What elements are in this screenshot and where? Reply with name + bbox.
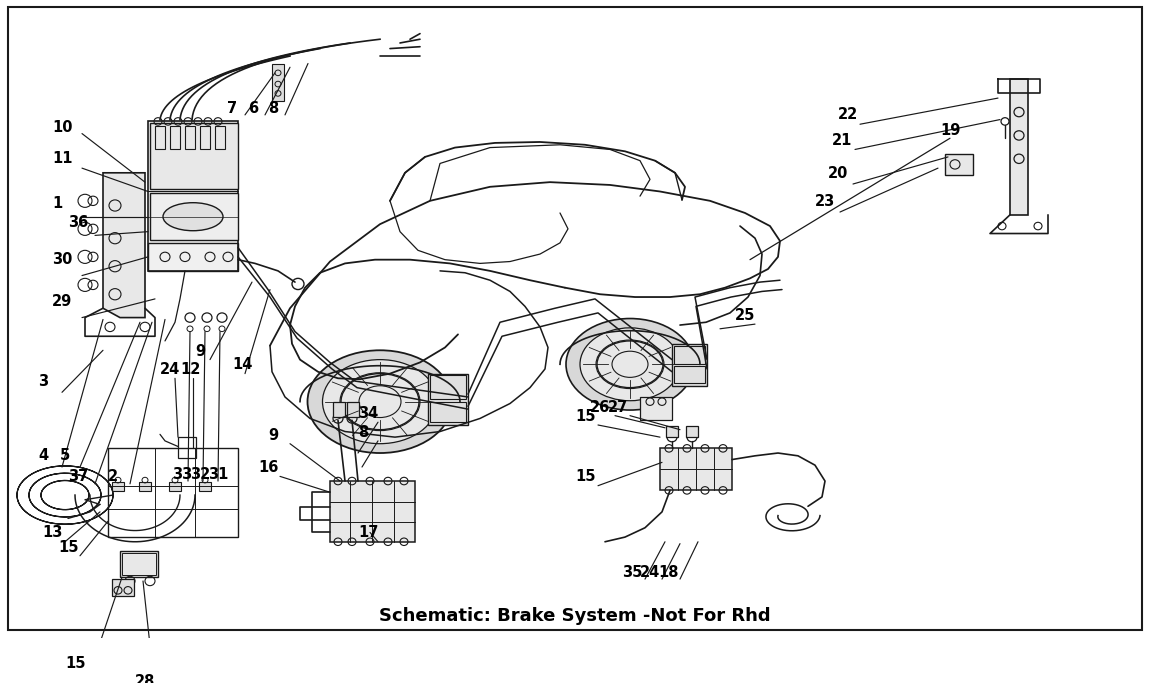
Text: 31: 31 bbox=[208, 467, 229, 482]
Bar bbox=[112, 579, 135, 596]
Text: 34: 34 bbox=[358, 406, 378, 421]
Text: 8: 8 bbox=[358, 425, 368, 440]
Bar bbox=[1010, 79, 1028, 215]
Text: 8: 8 bbox=[268, 101, 278, 116]
Text: 22: 22 bbox=[838, 107, 858, 122]
Text: 2: 2 bbox=[108, 469, 118, 484]
Bar bbox=[430, 402, 466, 422]
Ellipse shape bbox=[307, 350, 452, 453]
Text: 15: 15 bbox=[66, 656, 85, 671]
Text: 14: 14 bbox=[232, 357, 252, 372]
Bar bbox=[148, 243, 238, 271]
Text: 26: 26 bbox=[590, 400, 611, 415]
Text: 5: 5 bbox=[60, 448, 70, 463]
Text: 35: 35 bbox=[622, 565, 643, 580]
Bar bbox=[150, 124, 238, 189]
Text: 10: 10 bbox=[52, 120, 72, 135]
Bar bbox=[674, 346, 705, 364]
Text: 24: 24 bbox=[160, 363, 181, 378]
Text: 7: 7 bbox=[227, 101, 237, 116]
Bar bbox=[674, 366, 705, 383]
Text: 36: 36 bbox=[68, 215, 89, 230]
Text: 3: 3 bbox=[38, 374, 48, 389]
Text: 33: 33 bbox=[172, 467, 192, 482]
Bar bbox=[150, 193, 238, 240]
Text: 15: 15 bbox=[575, 469, 596, 484]
Text: 1: 1 bbox=[52, 196, 62, 211]
Bar bbox=[120, 551, 158, 577]
Text: Schematic: Brake System -Not For Rhd: Schematic: Brake System -Not For Rhd bbox=[380, 607, 770, 626]
Bar bbox=[687, 426, 698, 437]
Text: 17: 17 bbox=[358, 525, 378, 540]
Text: 28: 28 bbox=[135, 674, 155, 683]
Text: 16: 16 bbox=[258, 460, 278, 475]
Text: 29: 29 bbox=[52, 294, 72, 309]
Text: 27: 27 bbox=[608, 400, 628, 415]
Text: 6: 6 bbox=[248, 101, 258, 116]
Text: 15: 15 bbox=[575, 409, 596, 424]
Text: 20: 20 bbox=[828, 166, 849, 181]
Polygon shape bbox=[104, 173, 145, 318]
Text: 12: 12 bbox=[181, 363, 200, 378]
Bar bbox=[199, 482, 210, 491]
Ellipse shape bbox=[163, 203, 223, 231]
Ellipse shape bbox=[322, 360, 437, 444]
Text: 4: 4 bbox=[38, 448, 48, 463]
Bar bbox=[428, 374, 468, 425]
Text: 21: 21 bbox=[831, 133, 852, 148]
Text: 13: 13 bbox=[43, 525, 62, 540]
Text: 15: 15 bbox=[58, 540, 78, 555]
Bar bbox=[672, 344, 707, 386]
Text: 11: 11 bbox=[52, 152, 72, 167]
Bar bbox=[945, 154, 973, 175]
Bar bbox=[148, 122, 238, 271]
Bar bbox=[334, 402, 345, 417]
Text: 25: 25 bbox=[735, 308, 756, 323]
Bar bbox=[200, 126, 210, 150]
Bar bbox=[122, 553, 156, 575]
Bar bbox=[139, 482, 151, 491]
Text: 23: 23 bbox=[815, 194, 835, 209]
Bar bbox=[155, 126, 164, 150]
Bar bbox=[660, 448, 733, 490]
Ellipse shape bbox=[566, 318, 693, 410]
Bar bbox=[666, 426, 678, 437]
Text: 19: 19 bbox=[940, 124, 960, 138]
Text: 18: 18 bbox=[658, 565, 678, 580]
Text: 37: 37 bbox=[68, 469, 89, 484]
Bar bbox=[170, 126, 181, 150]
Text: 9: 9 bbox=[268, 428, 278, 443]
Bar bbox=[347, 402, 359, 417]
Bar bbox=[430, 376, 466, 399]
Ellipse shape bbox=[580, 328, 680, 401]
Bar bbox=[108, 448, 238, 537]
Text: 32: 32 bbox=[190, 467, 210, 482]
Bar bbox=[641, 397, 672, 420]
Bar bbox=[330, 481, 415, 542]
Bar bbox=[112, 482, 124, 491]
Bar bbox=[178, 437, 196, 458]
Text: 24: 24 bbox=[641, 565, 660, 580]
Bar bbox=[185, 126, 196, 150]
Text: 9: 9 bbox=[196, 344, 205, 359]
Bar bbox=[273, 64, 284, 101]
Bar bbox=[215, 126, 225, 150]
Text: 30: 30 bbox=[52, 252, 72, 267]
Bar bbox=[169, 482, 181, 491]
